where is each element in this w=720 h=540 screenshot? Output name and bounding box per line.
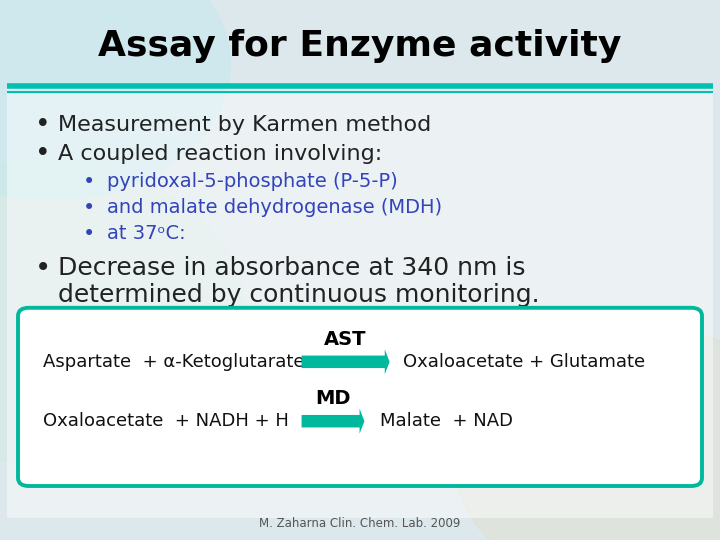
FancyBboxPatch shape [7,86,713,518]
Text: determined by continuous monitoring.: determined by continuous monitoring. [58,284,539,307]
Text: Oxaloacetate + Glutamate: Oxaloacetate + Glutamate [403,353,645,371]
Text: Aspartate  + α-Ketoglutarate: Aspartate + α-Ketoglutarate [43,353,305,371]
Text: •: • [35,141,50,167]
Text: MD: MD [315,389,351,408]
Text: •: • [35,254,51,282]
Circle shape [0,0,230,200]
Text: Malate  + NAD: Malate + NAD [380,412,513,430]
Text: pyridoxal-5-phosphate (P-5-P): pyridoxal-5-phosphate (P-5-P) [107,172,397,192]
Text: A coupled reaction involving:: A coupled reaction involving: [58,144,382,164]
Text: and malate dehydrogenase (MDH): and malate dehydrogenase (MDH) [107,198,441,218]
Text: M. Zaharna Clin. Chem. Lab. 2009: M. Zaharna Clin. Chem. Lab. 2009 [259,517,461,530]
FancyBboxPatch shape [18,308,702,486]
Text: •: • [83,224,95,244]
Text: AST: AST [324,329,367,349]
Text: Assay for Enzyme activity: Assay for Enzyme activity [99,29,621,63]
Text: •: • [83,172,95,192]
Text: •: • [83,198,95,218]
Circle shape [454,324,720,540]
Circle shape [0,162,245,464]
Text: at 37ᵒC:: at 37ᵒC: [107,224,185,244]
Text: •: • [35,112,50,138]
Text: Decrease in absorbance at 340 nm is: Decrease in absorbance at 340 nm is [58,256,525,280]
Text: Oxaloacetate  + NADH + H: Oxaloacetate + NADH + H [43,412,289,430]
Text: Measurement by Karmen method: Measurement by Karmen method [58,115,431,136]
